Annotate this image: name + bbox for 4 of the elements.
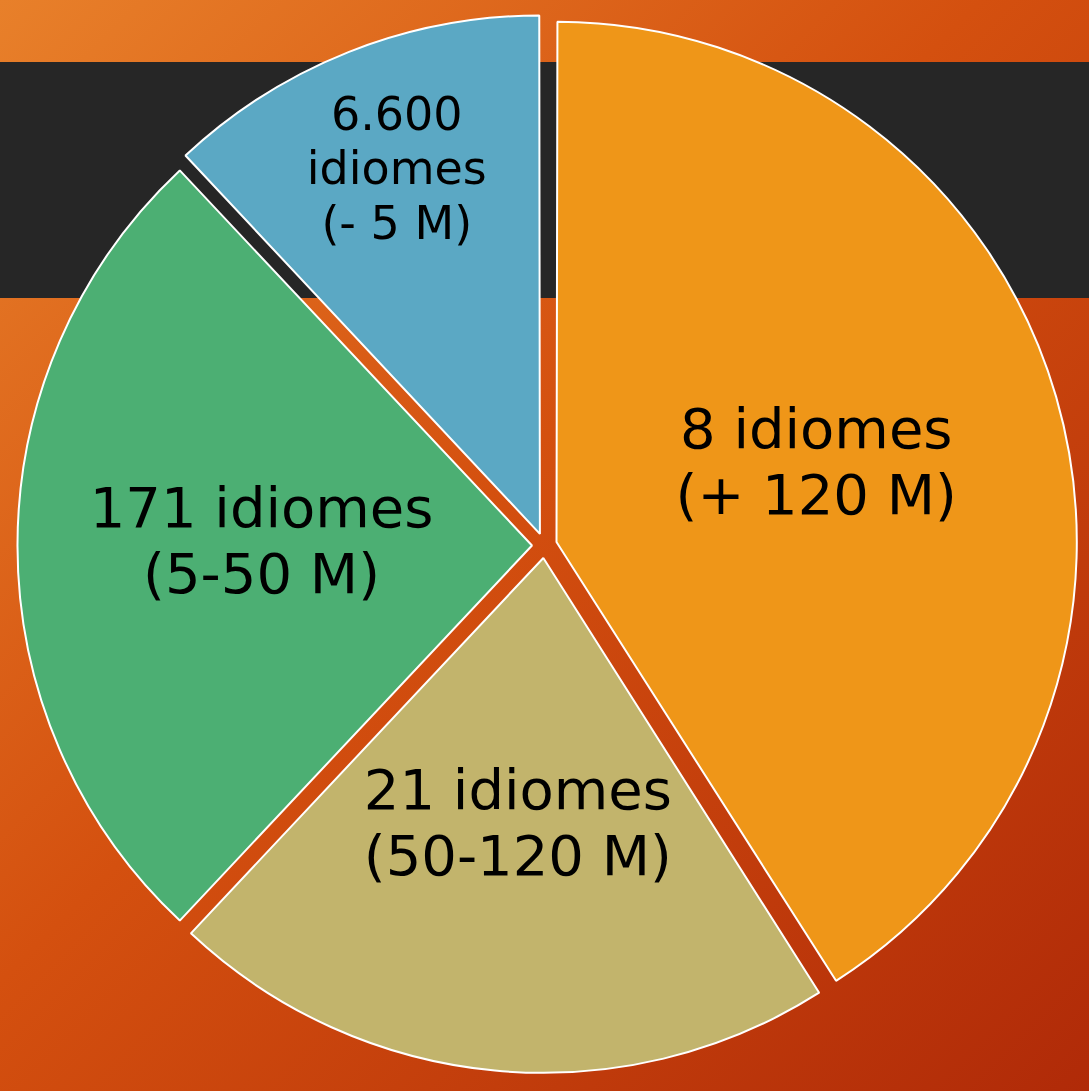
slice-label: 6.600 idiomes (- 5 M) xyxy=(306,87,487,250)
slice-label: 171 idiomes (5-50 M) xyxy=(89,475,434,607)
slice-label: 8 idiomes (+ 120 M) xyxy=(675,396,957,528)
slice-label: 21 idiomes (50-120 M) xyxy=(363,756,672,888)
